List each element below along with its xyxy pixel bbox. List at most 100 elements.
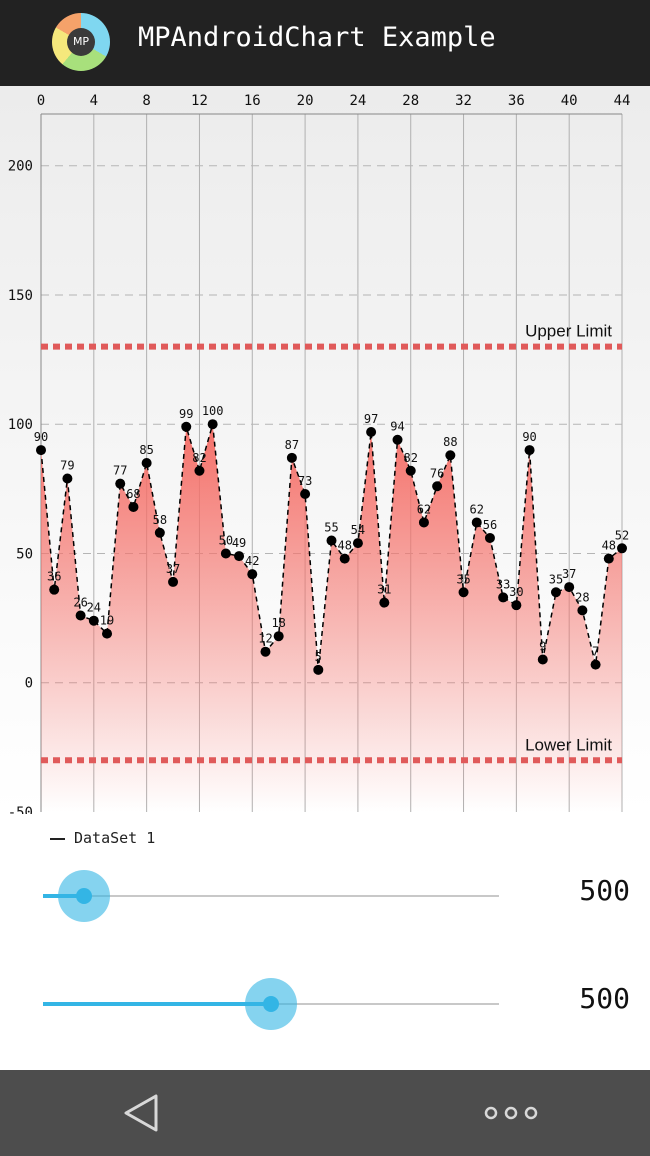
data-label: 82	[404, 451, 418, 465]
data-point	[432, 481, 443, 492]
data-label: 26	[73, 596, 87, 610]
x-tick-label: 36	[508, 93, 525, 109]
legend-swatch	[50, 837, 65, 840]
data-point	[273, 631, 284, 642]
data-point	[141, 458, 152, 468]
slider-thumb[interactable]	[263, 996, 279, 1012]
line-chart[interactable]: 0 4 8 12 16 20 24 28 32 36 40 44200150100500-50Uppe…	[0, 86, 650, 814]
series-line	[40, 424, 623, 670]
data-point	[577, 605, 588, 616]
data-label: 99	[179, 407, 193, 421]
y-tick-label: 200	[8, 159, 33, 175]
data-point	[339, 553, 350, 564]
x-tick-label: 4	[90, 93, 98, 109]
data-point	[286, 452, 297, 463]
data-label: 9	[539, 639, 546, 653]
more-icon[interactable]	[484, 1106, 538, 1120]
data-point	[62, 473, 73, 484]
y-tick-label: 0	[25, 676, 33, 692]
data-point	[247, 569, 258, 580]
slider-thumb[interactable]	[76, 888, 93, 904]
data-label: 62	[470, 502, 484, 516]
data-point	[405, 465, 416, 476]
data-point	[564, 582, 575, 593]
limit-line-label: Lower Limit	[525, 735, 612, 754]
legend-label: DataSet 1	[74, 829, 156, 847]
data-point	[590, 659, 601, 670]
x-tick-label: 40	[561, 93, 578, 109]
data-point	[418, 517, 429, 528]
x-tick-label: 16	[244, 93, 261, 109]
x-tick-label: 28	[402, 93, 419, 109]
data-point	[617, 543, 627, 554]
data-point	[300, 489, 311, 500]
data-label: 37	[562, 567, 576, 581]
data-point	[194, 465, 205, 476]
data-label: 35	[456, 572, 470, 586]
data-point	[379, 597, 390, 608]
app-logo-icon: MP	[52, 13, 110, 71]
back-icon[interactable]	[120, 1092, 160, 1134]
data-point	[498, 592, 509, 603]
data-label: 24	[87, 601, 101, 615]
slider-y-range[interactable]	[43, 974, 499, 1034]
data-label: 19	[100, 614, 114, 628]
x-tick-label: 0	[37, 93, 45, 109]
slider-fill	[43, 1002, 271, 1006]
data-label: 12	[258, 632, 272, 646]
data-point	[352, 538, 363, 549]
data-label: 79	[60, 459, 74, 473]
app-logo-text: MP	[67, 28, 95, 56]
data-label: 58	[153, 513, 167, 527]
data-label: 87	[285, 438, 299, 452]
data-point	[484, 532, 495, 543]
data-label: 90	[34, 430, 48, 444]
data-label: 31	[377, 583, 391, 597]
data-point	[115, 478, 126, 489]
data-point	[49, 584, 60, 595]
data-point	[260, 646, 271, 657]
data-label: 48	[602, 539, 616, 553]
y-tick-label: -50	[8, 805, 33, 814]
data-label: 85	[139, 443, 153, 457]
data-label: 50	[219, 533, 233, 547]
data-point	[392, 434, 403, 445]
data-label: 33	[496, 577, 510, 591]
data-label: 97	[364, 412, 378, 426]
data-point	[168, 576, 179, 587]
data-point	[207, 419, 218, 430]
data-label: 90	[522, 430, 536, 444]
data-label: 88	[443, 435, 457, 449]
data-point	[511, 600, 522, 611]
data-point	[88, 615, 99, 626]
data-label: 48	[337, 539, 351, 553]
data-point	[313, 664, 324, 675]
data-point	[603, 553, 614, 564]
slider-x-count[interactable]	[43, 866, 499, 926]
data-label: 56	[483, 518, 497, 532]
data-label: 54	[351, 523, 365, 537]
x-tick-label: 44	[614, 93, 631, 109]
data-point	[471, 517, 482, 528]
data-label: 73	[298, 474, 312, 488]
data-label: 42	[245, 554, 259, 568]
chart-legend: DataSet 1	[50, 829, 155, 849]
slider-track	[43, 895, 499, 897]
x-tick-label: 8	[142, 93, 150, 109]
data-label: 28	[575, 590, 589, 604]
data-label: 76	[430, 466, 444, 480]
data-point	[537, 654, 548, 665]
app-bar: MP MPAndroidChart Example	[0, 0, 650, 86]
data-label: 7	[592, 645, 599, 659]
data-point	[326, 535, 337, 546]
data-point	[154, 527, 165, 538]
data-point	[445, 450, 456, 461]
x-tick-label: 20	[297, 93, 314, 109]
series-area	[41, 424, 622, 812]
y-tick-label: 100	[8, 417, 33, 433]
data-point	[366, 426, 377, 437]
data-label: 68	[126, 487, 140, 501]
y-tick-label: 150	[8, 288, 33, 304]
data-point	[220, 548, 231, 559]
data-label: 36	[47, 570, 61, 584]
